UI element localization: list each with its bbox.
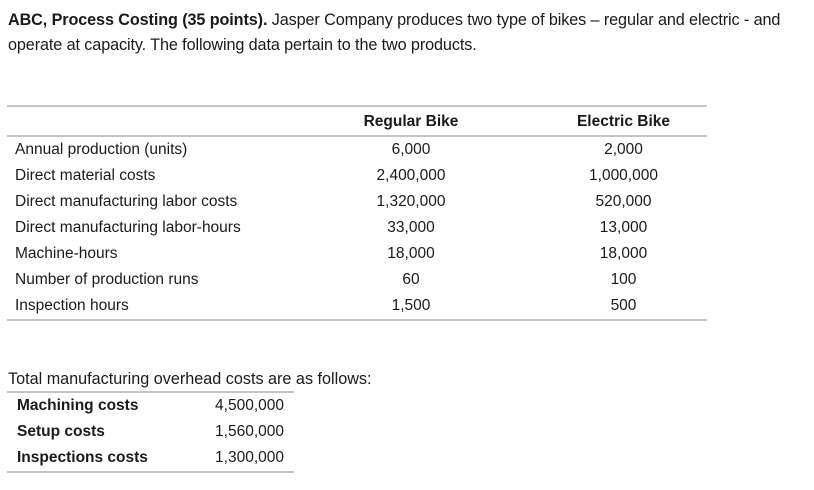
overhead-title: Total manufacturing overhead costs are a… <box>8 370 372 388</box>
product-data-table: Regular Bike Electric Bike Annual produc… <box>7 105 707 321</box>
cost-value: 1,300,000 <box>197 445 294 473</box>
overhead-costs-table: Machining costs 4,500,000 Setup costs 1,… <box>7 391 294 473</box>
table-row: Setup costs 1,560,000 <box>7 419 294 445</box>
cost-value: 1,560,000 <box>215 423 284 440</box>
regular-value: 6,000 <box>391 141 431 158</box>
table-row: Inspections costs 1,300,000 <box>7 445 294 473</box>
row-label: Machine-hours <box>15 245 118 262</box>
table-row: Direct manufacturing labor-hours 33,000 … <box>7 215 707 241</box>
regular-value: 18,000 <box>387 245 435 262</box>
electric-value: 1,000,000 <box>589 167 658 184</box>
regular-value: 33,000 <box>387 219 435 236</box>
header-regular-bike: Regular Bike <box>342 106 480 137</box>
row-label: Direct manufacturing labor costs <box>15 193 238 210</box>
row-label: Direct material costs <box>15 167 156 184</box>
table-row: Direct manufacturing labor costs 1,320,0… <box>7 189 707 215</box>
row-label: Direct manufacturing labor-hours <box>15 219 241 236</box>
row-label: Inspection hours <box>7 293 342 321</box>
header-electric-bike: Electric Bike <box>540 106 707 137</box>
problem-text: Jasper Company produces two type of bike… <box>8 11 781 54</box>
cost-label: Machining costs <box>17 397 139 414</box>
regular-value: 60 <box>402 271 420 288</box>
problem-heading: ABC, Process Costing (35 points). <box>8 11 268 29</box>
table-row: Machining costs 4,500,000 <box>7 392 294 419</box>
regular-value: 1,320,000 <box>376 193 446 210</box>
table-header-row: Regular Bike Electric Bike <box>7 106 707 137</box>
electric-value: 520,000 <box>595 193 652 210</box>
row-label: Number of production runs <box>15 271 199 288</box>
regular-value: 1,500 <box>342 293 480 321</box>
cost-label: Setup costs <box>17 423 105 440</box>
electric-value: 2,000 <box>604 141 643 158</box>
electric-value: 500 <box>540 293 707 321</box>
electric-value: 100 <box>610 271 637 288</box>
cost-label: Inspections costs <box>7 445 197 473</box>
cost-value: 4,500,000 <box>215 397 284 414</box>
table-row: Inspection hours 1,500 500 <box>7 293 707 321</box>
header-label-column <box>7 106 342 137</box>
electric-value: 13,000 <box>599 219 648 236</box>
regular-value: 2,400,000 <box>376 167 446 184</box>
problem-statement: ABC, Process Costing (35 points). Jasper… <box>8 8 808 58</box>
electric-value: 18,000 <box>599 245 648 262</box>
table-row: Number of production runs 60 100 <box>7 267 707 293</box>
table-row: Annual production (units) 6,000 2,000 <box>7 136 707 163</box>
table-row: Direct material costs 2,400,000 1,000,00… <box>7 163 707 189</box>
table-row: Machine-hours 18,000 18,000 <box>7 241 707 267</box>
row-label: Annual production (units) <box>15 141 188 158</box>
